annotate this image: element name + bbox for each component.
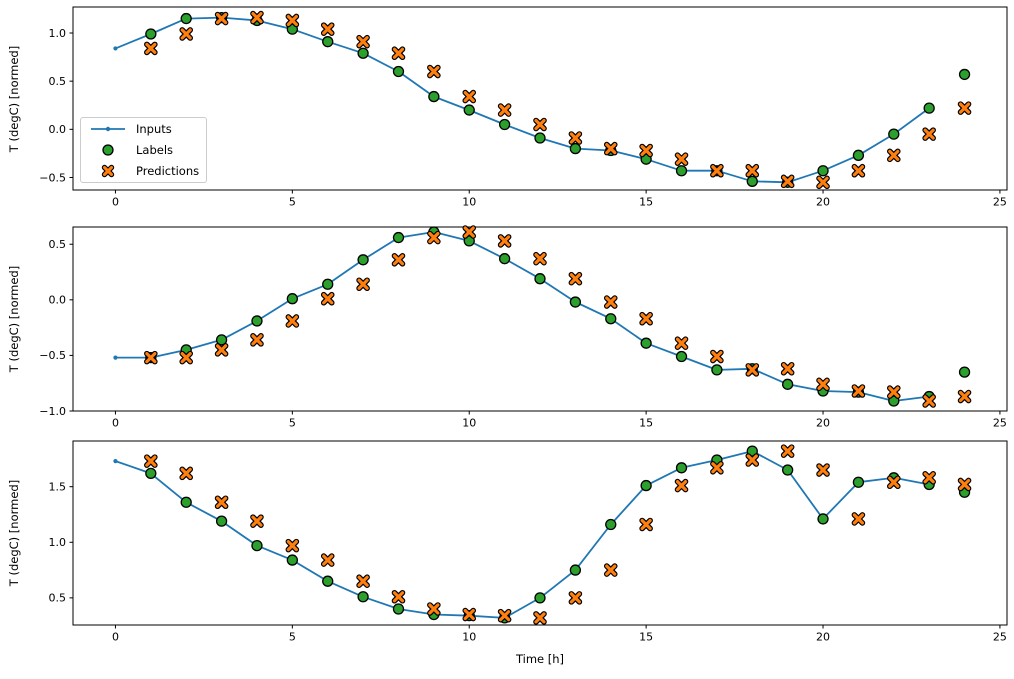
y-tick-label: 1.0: [49, 27, 67, 40]
x-tick-label: 10: [462, 631, 476, 644]
x-tick-label: 15: [639, 196, 653, 209]
axes-frame: [72, 440, 1008, 626]
y-tick-label: 0.5: [49, 592, 67, 605]
series-inputs: [113, 449, 932, 620]
x-tick-label: 10: [462, 417, 476, 430]
y-tick-label: 0.5: [49, 238, 67, 251]
x-tick-label: 25: [993, 417, 1007, 430]
series-predictions: [144, 444, 972, 625]
y-tick-label: 0.0: [49, 123, 67, 136]
inputs-line-icon: [87, 122, 129, 136]
axis-ticks: 0 5 10 15 20 25 1.0 0.5 0.0 −0.5: [39, 27, 1007, 209]
series-labels: [145, 445, 971, 624]
x-axis-label: Time [h]: [515, 652, 565, 666]
y-axis-label-subplot-2: T (degC) [normed]: [7, 265, 21, 373]
x-tick-label: 25: [993, 631, 1007, 644]
axis-ticks: 0 5 10 15 20 25 0.5 0.0 −0.5 −1.0: [39, 238, 1007, 429]
x-tick-label: 15: [639, 417, 653, 430]
series-inputs: [113, 229, 932, 404]
x-tick-label: 15: [639, 631, 653, 644]
series-inputs: [113, 15, 932, 185]
subplot-1: 0 5 10 15 20 25 1.0 0.5 0.0 −0.5: [39, 6, 1008, 209]
legend-label-inputs: Inputs: [136, 122, 172, 136]
legend-item-labels: Labels: [81, 140, 206, 161]
x-tick-label: 5: [289, 417, 296, 430]
axes-frame: [72, 6, 1008, 191]
x-tick-label: 20: [816, 417, 830, 430]
legend-item-inputs: Inputs: [81, 119, 206, 140]
x-tick-label: 20: [816, 196, 830, 209]
x-tick-label: 5: [289, 631, 296, 644]
subplot-3: 0 5 10 15 20 25 1.5 1.0 0.5: [49, 440, 1008, 644]
y-tick-label: −1.0: [39, 405, 66, 418]
y-axis-label-subplot-1: T (degC) [normed]: [7, 45, 21, 152]
y-tick-label: −0.5: [39, 171, 66, 184]
x-tick-label: 10: [462, 196, 476, 209]
y-axis-label-subplot-3: T (degC) [normed]: [7, 479, 21, 587]
subplot-2: 0 5 10 15 20 25 0.5 0.0 −0.5 −1.0: [39, 225, 1008, 430]
x-tick-label: 0: [112, 417, 119, 430]
series-labels: [145, 226, 971, 407]
axes-frame: [72, 226, 1008, 412]
y-tick-label: 0.0: [49, 294, 67, 307]
y-tick-label: −0.5: [39, 349, 66, 362]
predictions-x-icon: [87, 164, 129, 178]
legend-label-labels: Labels: [136, 143, 174, 157]
legend: Inputs Labels Predictions: [80, 117, 207, 183]
x-tick-label: 25: [993, 196, 1007, 209]
legend-label-predictions: Predictions: [136, 164, 200, 178]
x-tick-label: 0: [112, 196, 119, 209]
y-tick-label: 1.0: [49, 536, 67, 549]
legend-item-predictions: Predictions: [81, 161, 206, 182]
series-labels: [145, 11, 971, 188]
x-tick-label: 5: [289, 196, 296, 209]
y-tick-label: 1.5: [49, 480, 67, 493]
axis-ticks: 0 5 10 15 20 25 1.5 1.0 0.5: [49, 480, 1007, 643]
series-predictions: [144, 10, 972, 190]
labels-circle-icon: [87, 143, 129, 157]
x-tick-label: 20: [816, 631, 830, 644]
x-tick-label: 0: [112, 631, 119, 644]
y-tick-label: 0.5: [49, 75, 67, 88]
series-predictions: [144, 225, 972, 408]
